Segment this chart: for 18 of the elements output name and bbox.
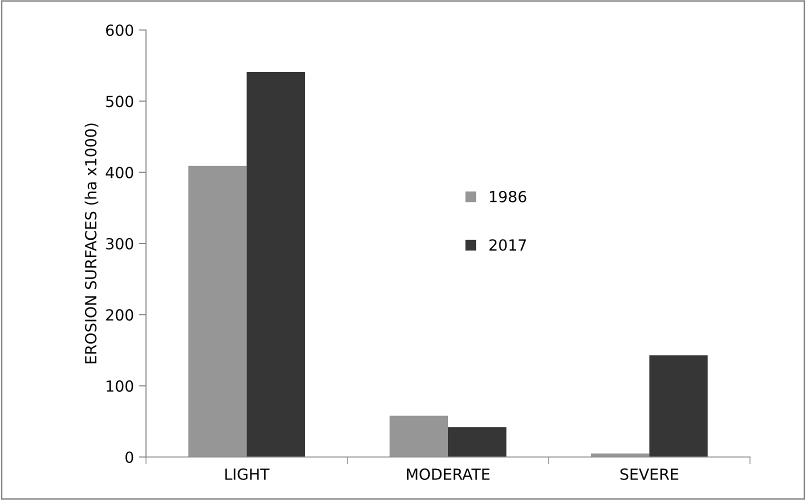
y-tick-label: 400 bbox=[106, 166, 134, 178]
y-tick-label: 500 bbox=[106, 96, 134, 108]
y-tick-label: 0 bbox=[125, 451, 134, 464]
x-tick-label: LIGHT bbox=[225, 468, 270, 480]
bar bbox=[188, 166, 247, 457]
bar bbox=[390, 416, 448, 457]
legend-label: 1986 bbox=[490, 190, 526, 202]
x-tick-label: SEVERE bbox=[620, 468, 678, 480]
x-tick-label: MODERATE bbox=[407, 468, 490, 480]
y-tick-label: 600 bbox=[106, 24, 134, 36]
y-axis-title: EROSION SURFACES (ha x1000) bbox=[84, 124, 98, 364]
legend-label: 2017 bbox=[489, 239, 526, 251]
bar bbox=[448, 427, 506, 457]
y-tick-label: 300 bbox=[106, 238, 134, 250]
bar bbox=[246, 72, 306, 457]
y-tick-label: 200 bbox=[106, 309, 134, 321]
y-tick-label: 100 bbox=[106, 380, 134, 392]
bar bbox=[649, 355, 708, 457]
